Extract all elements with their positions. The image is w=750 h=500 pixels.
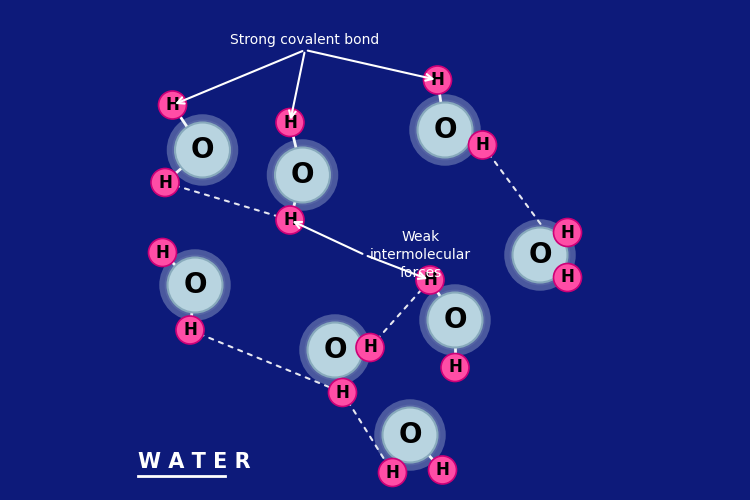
Circle shape <box>275 148 330 203</box>
Text: H: H <box>436 461 449 479</box>
Text: H: H <box>476 136 490 154</box>
Text: O: O <box>183 271 207 299</box>
Circle shape <box>151 168 179 196</box>
Circle shape <box>428 456 457 484</box>
Circle shape <box>304 320 365 380</box>
Text: H: H <box>363 338 377 356</box>
Circle shape <box>164 254 226 316</box>
Text: Strong covalent bond: Strong covalent bond <box>230 33 380 47</box>
Text: H: H <box>183 321 197 339</box>
Text: H: H <box>283 211 297 229</box>
Text: O: O <box>443 306 466 334</box>
Text: H: H <box>560 224 574 242</box>
Circle shape <box>415 100 476 160</box>
Text: Weak
intermolecular
forces: Weak intermolecular forces <box>370 230 471 280</box>
Circle shape <box>328 378 356 406</box>
Circle shape <box>554 218 581 246</box>
Text: H: H <box>283 114 297 132</box>
Circle shape <box>424 108 466 152</box>
Circle shape <box>380 404 440 466</box>
Circle shape <box>382 408 437 463</box>
Circle shape <box>314 328 356 372</box>
Circle shape <box>509 224 571 286</box>
Circle shape <box>424 290 485 350</box>
Circle shape <box>276 108 304 136</box>
Circle shape <box>173 264 217 306</box>
Text: H: H <box>430 71 445 89</box>
Text: O: O <box>433 116 457 144</box>
Circle shape <box>427 292 482 348</box>
Circle shape <box>167 258 223 312</box>
Circle shape <box>424 66 451 94</box>
Circle shape <box>176 316 204 344</box>
Text: O: O <box>291 161 314 189</box>
Circle shape <box>388 414 431 457</box>
Circle shape <box>272 144 333 206</box>
Circle shape <box>379 458 406 486</box>
Circle shape <box>181 128 224 172</box>
Text: H: H <box>158 174 172 192</box>
Circle shape <box>158 91 187 119</box>
Text: O: O <box>190 136 214 164</box>
Circle shape <box>267 139 338 211</box>
Circle shape <box>554 264 581 291</box>
Text: O: O <box>323 336 346 364</box>
Circle shape <box>518 234 562 276</box>
Circle shape <box>148 238 176 266</box>
Text: W A T E R: W A T E R <box>137 452 250 472</box>
Circle shape <box>281 154 324 196</box>
Circle shape <box>308 322 362 378</box>
Circle shape <box>418 102 472 158</box>
Circle shape <box>299 314 370 386</box>
Circle shape <box>441 354 469 382</box>
Circle shape <box>166 114 238 186</box>
Circle shape <box>416 266 444 294</box>
Text: H: H <box>166 96 179 114</box>
Circle shape <box>512 228 568 282</box>
Circle shape <box>276 206 304 234</box>
Circle shape <box>433 298 476 342</box>
Circle shape <box>172 120 233 180</box>
Circle shape <box>175 122 230 178</box>
Text: H: H <box>386 464 400 481</box>
Text: H: H <box>423 271 437 289</box>
Text: O: O <box>528 241 552 269</box>
Text: H: H <box>560 268 574 286</box>
Text: H: H <box>155 244 170 262</box>
Circle shape <box>410 94 481 166</box>
Text: H: H <box>335 384 350 402</box>
Circle shape <box>504 219 576 291</box>
Text: O: O <box>398 421 422 449</box>
Circle shape <box>374 399 446 471</box>
Circle shape <box>419 284 491 356</box>
Circle shape <box>356 334 384 361</box>
Circle shape <box>469 131 496 159</box>
Circle shape <box>159 249 231 321</box>
Text: H: H <box>448 358 462 376</box>
